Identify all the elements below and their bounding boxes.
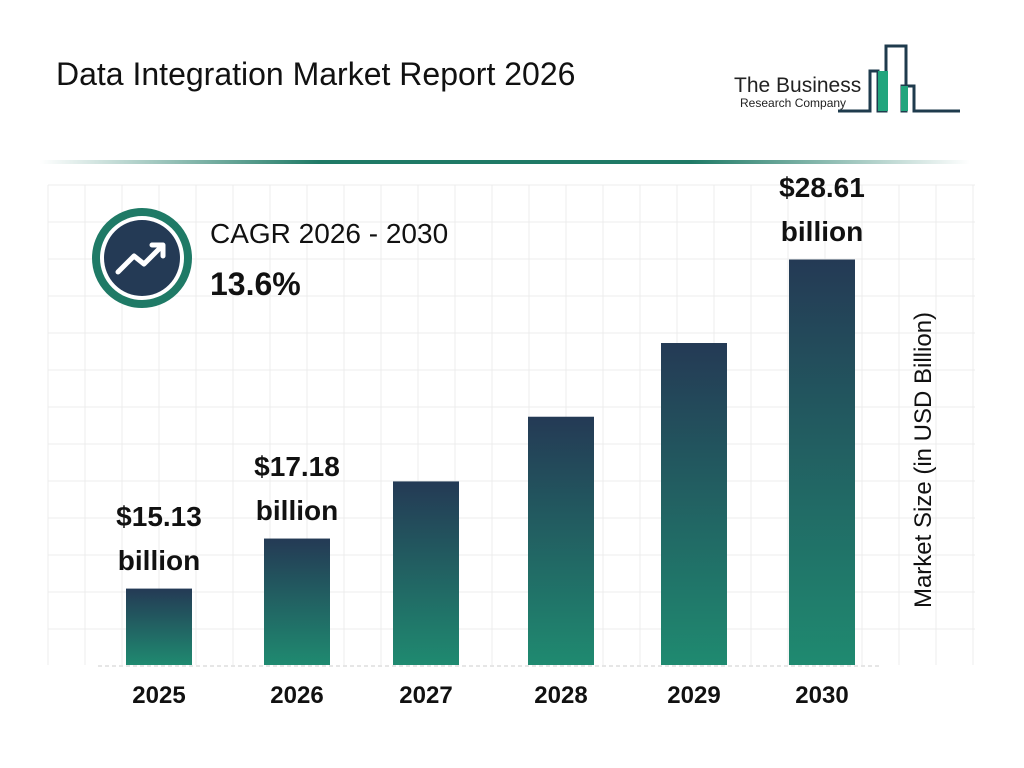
bar-2028 <box>528 416 594 665</box>
logo-line2: Research Company <box>740 96 847 110</box>
x-tick-label: 2029 <box>667 682 721 709</box>
data-label: $17.18 billion <box>254 450 340 526</box>
x-tick-label: 2030 <box>795 682 849 709</box>
bar-2026 <box>264 538 330 665</box>
company-logo: The Business Research Company <box>728 44 968 116</box>
bar-2027 <box>393 481 459 665</box>
x-tick-label: 2025 <box>132 682 186 709</box>
bar-2029 <box>661 343 727 665</box>
cagr-label: CAGR 2026 - 2030 <box>210 218 449 249</box>
bar-2025 <box>126 588 192 665</box>
x-tick-label: 2027 <box>399 682 453 709</box>
logo-line1: The Business <box>734 74 862 97</box>
x-tick-label: 2026 <box>270 682 324 709</box>
divider <box>40 160 970 164</box>
y-axis-label: Market Size (in USD Billion) <box>910 311 937 609</box>
data-label: $15.13 billion <box>116 500 202 576</box>
data-label: $28.61 billion <box>779 171 865 247</box>
x-tick-label: 2028 <box>534 682 588 709</box>
chart-title: Data Integration Market Report 2026 <box>56 56 576 92</box>
logo-buildings-icon <box>838 44 960 113</box>
trend-up-icon <box>92 208 192 308</box>
cagr-value: 13.6% <box>210 266 301 302</box>
bar-2030 <box>789 259 855 665</box>
